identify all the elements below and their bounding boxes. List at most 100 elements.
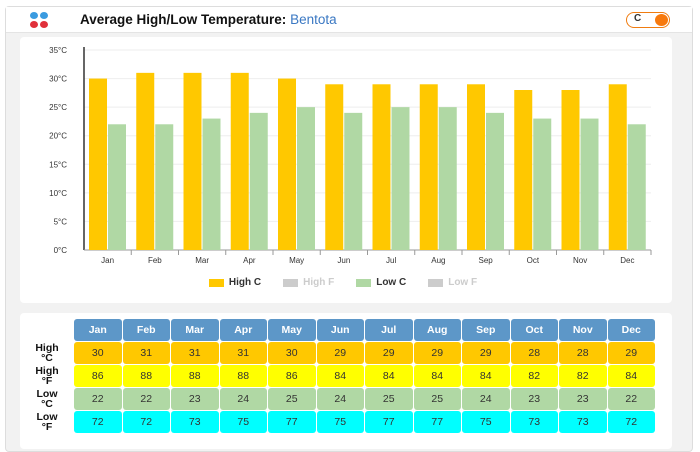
- table-cell: 73: [559, 411, 607, 433]
- bar-high-c: [183, 72, 202, 250]
- table-cell: 77: [268, 411, 316, 433]
- y-tick-label: 15°C: [49, 160, 67, 169]
- table-cell: 29: [316, 342, 364, 364]
- bar-high-c: [561, 90, 580, 250]
- bar-low-c: [391, 107, 410, 251]
- table-cell: 73: [510, 411, 558, 433]
- table-cell: 28: [559, 342, 607, 364]
- table-cell: 72: [607, 411, 655, 433]
- bar-low-c: [344, 112, 363, 250]
- bar-high-c: [278, 78, 296, 250]
- bar-high-c: [608, 84, 627, 251]
- x-tick-label: Jun: [337, 256, 350, 265]
- x-tick-label: Feb: [148, 256, 162, 265]
- bar-high-c: [467, 84, 485, 251]
- table-cell: 25: [365, 388, 413, 410]
- table-cell: 86: [74, 365, 122, 387]
- corner-cell: [21, 319, 73, 341]
- bar-low-c: [627, 124, 646, 250]
- table-cell: 28: [510, 342, 558, 364]
- row-label: High °F: [21, 365, 73, 387]
- table-cell: 24: [462, 388, 510, 410]
- table-cell: 25: [268, 388, 316, 410]
- bar-low-c: [297, 107, 315, 251]
- bar-low-c: [202, 118, 221, 250]
- table-row: Low °F 72 72 73 75 77 75 77 77 75 73 73 72: [21, 411, 655, 433]
- y-tick-label: 30°C: [49, 75, 67, 84]
- table-cell: 77: [365, 411, 413, 433]
- table-cell: 88: [219, 365, 267, 387]
- bar-low-c: [438, 107, 457, 251]
- table-cell: 77: [413, 411, 461, 433]
- table-cell: 31: [122, 342, 170, 364]
- month-header: Apr: [219, 319, 267, 341]
- header: Average High/Low Temperature: Bentota C: [6, 7, 692, 33]
- unit-toggle-label: C: [634, 13, 642, 24]
- month-header: Feb: [122, 319, 170, 341]
- legend-item[interactable]: High F: [283, 277, 334, 288]
- table-cell: 24: [316, 388, 364, 410]
- y-tick-label: 0°C: [54, 246, 68, 255]
- table-cell: 75: [462, 411, 510, 433]
- table-cell: 22: [74, 388, 122, 410]
- month-header: Jan: [74, 319, 122, 341]
- logo-icon: [30, 12, 48, 30]
- table-cell: 88: [122, 365, 170, 387]
- table-cell: 22: [607, 388, 655, 410]
- month-header: Nov: [559, 319, 607, 341]
- table-cell: 22: [122, 388, 170, 410]
- legend-swatch: [283, 278, 299, 287]
- x-tick-label: Dec: [620, 256, 634, 265]
- bar-high-c: [230, 72, 249, 250]
- legend-swatch: [428, 278, 444, 287]
- month-header: Jun: [316, 319, 364, 341]
- legend-label: High F: [303, 277, 335, 288]
- y-tick-label: 20°C: [49, 132, 67, 141]
- legend-item[interactable]: High C: [208, 277, 261, 288]
- bar-high-c: [325, 84, 344, 251]
- bar-chart: 0°C 5°C 10°C 15°C 20°C 25°C 30°C 35°C Jan Feb Mar A…: [49, 46, 652, 265]
- title-text: Average High/Low Temperature:: [80, 12, 287, 27]
- y-tick-label: 10°C: [49, 189, 67, 198]
- bar-low-c: [486, 112, 504, 250]
- legend-swatch: [208, 278, 224, 287]
- month-header: Jul: [365, 319, 413, 341]
- table-cell: 29: [462, 342, 510, 364]
- unit-toggle[interactable]: C: [626, 12, 670, 28]
- table-cell: 88: [171, 365, 219, 387]
- table-header-row: Jan Feb Mar Apr May Jun Jul Aug Sep Oct Nov Dec: [21, 319, 655, 341]
- bar-low-c: [108, 124, 126, 250]
- month-header: Sep: [462, 319, 510, 341]
- table-cell: 84: [316, 365, 364, 387]
- bar-high-c: [372, 84, 391, 251]
- table-row: High °C 30 31 31 31 30 29 29 29 29 28 28 29: [21, 342, 655, 364]
- table-cell: 73: [171, 411, 219, 433]
- x-tick-label: Aug: [431, 256, 445, 265]
- bar-low-c: [533, 118, 552, 250]
- table-cell: 29: [607, 342, 655, 364]
- bar-high-c: [419, 84, 438, 251]
- row-label: Low °F: [21, 411, 73, 433]
- table-cell: 84: [462, 365, 510, 387]
- row-label: High °C: [21, 342, 73, 364]
- table-row: High °F 86 88 88 88 86 84 84 84 84 82 82 84: [21, 365, 655, 387]
- month-header: Dec: [607, 319, 655, 341]
- legend-label: Low C: [376, 277, 407, 288]
- legend-item[interactable]: Low F: [428, 277, 477, 288]
- page-title: Average High/Low Temperature: Bentota: [80, 12, 337, 27]
- location-name: Bentota: [290, 12, 337, 27]
- month-header: Oct: [510, 319, 558, 341]
- bar-low-c: [249, 112, 268, 250]
- legend-item[interactable]: Low C: [356, 277, 406, 288]
- table-cell: 84: [365, 365, 413, 387]
- table-cell: 84: [607, 365, 655, 387]
- legend-swatch: [356, 278, 372, 287]
- bar-high-c: [89, 78, 107, 250]
- table-cell: 86: [268, 365, 316, 387]
- y-tick-label: 25°C: [49, 103, 67, 112]
- table-cell: 30: [74, 342, 122, 364]
- y-tick-label: 5°C: [54, 217, 68, 226]
- table-cell: 29: [413, 342, 461, 364]
- table-cell: 82: [559, 365, 607, 387]
- bar-high-c: [136, 72, 155, 250]
